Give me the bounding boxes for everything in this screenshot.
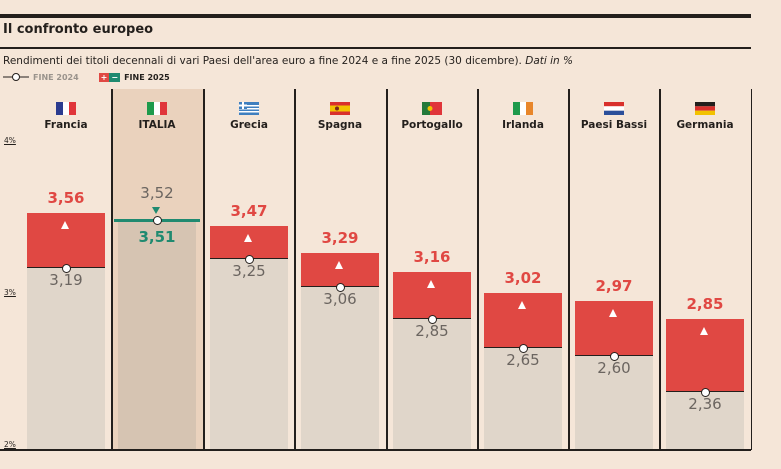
- label-2025: 3,51: [138, 228, 176, 247]
- column-separator: [294, 89, 296, 450]
- country-flag-portugal-icon: [421, 100, 442, 115]
- country-label: Grecia: [230, 119, 268, 131]
- label-2024: 2,85: [415, 321, 449, 340]
- legend: FINE 2024 + − FINE 2025: [3, 72, 170, 82]
- country-flag-spain-icon: [329, 100, 350, 115]
- label-2024: 3,25: [232, 262, 266, 281]
- country-label: Portogallo: [401, 119, 463, 131]
- country-label: Paesi Bassi: [580, 119, 648, 131]
- column-separator: [659, 89, 661, 450]
- legend-2025: FINE 2025: [124, 72, 170, 82]
- country-flag-france-icon: [55, 100, 76, 115]
- label-2024: 2,60: [597, 358, 631, 377]
- column-separator: [386, 89, 388, 450]
- subtitle-text: Rendimenti dei titoli decennali di vari …: [3, 55, 522, 67]
- chart-title: Il confronto europeo: [3, 22, 154, 37]
- label-2025: 2,85: [686, 294, 724, 313]
- y-tick-2: 2%: [4, 440, 16, 449]
- label-2025: 3,16: [413, 248, 451, 267]
- down-arrow-icon: [151, 207, 160, 215]
- up-arrow-icon: [517, 301, 526, 310]
- marker-2024: [335, 283, 345, 293]
- bar-2024: [300, 287, 379, 450]
- marker-2024: [700, 387, 710, 397]
- marker-2024: [609, 351, 619, 361]
- label-2025: 2,97: [595, 276, 633, 295]
- marker-2024: [61, 264, 71, 273]
- country-flag-italy-icon: [146, 100, 167, 115]
- up-arrow-icon: [608, 308, 617, 317]
- label-2024: 2,36: [688, 394, 722, 413]
- up-arrow-icon: [334, 261, 343, 270]
- bar-increase: [209, 226, 288, 260]
- y-tick-3: 3%: [4, 288, 16, 297]
- up-arrow-icon: [426, 280, 435, 289]
- country-label: ITALIA: [138, 119, 176, 131]
- country-flag-greece-icon: [238, 100, 259, 115]
- country-flag-ireland-icon: [512, 100, 533, 115]
- country-label: Germania: [676, 119, 734, 131]
- circle-marker-icon: [3, 73, 29, 81]
- up-arrow-icon: [243, 234, 252, 243]
- country-label: Irlanda: [502, 119, 544, 131]
- bar-2024: [26, 268, 105, 450]
- country-label: Spagna: [317, 119, 363, 131]
- marker-2024: [244, 255, 254, 265]
- column-separator: [111, 89, 113, 450]
- bar-increase: [392, 272, 471, 319]
- bar-2025: [117, 220, 196, 450]
- subtitle-unit: Dati in %: [525, 55, 574, 67]
- chart-subtitle: Rendimenti dei titoli decennali di vari …: [3, 55, 573, 67]
- label-2025: 3,29: [321, 229, 359, 248]
- up-arrow-icon: [699, 326, 708, 335]
- country-flag-germany-icon: [694, 100, 715, 115]
- country-flag-netherlands-icon: [603, 100, 624, 115]
- bar-2024: [209, 259, 288, 450]
- marker-2024: [518, 344, 528, 354]
- up-arrow-icon: [60, 220, 69, 229]
- country-label: Francia: [44, 119, 88, 131]
- label-2024: 3,19: [49, 271, 83, 289]
- bar-2024: [392, 318, 471, 450]
- column-separator: [203, 89, 205, 450]
- y-tick-4: 4%: [4, 136, 16, 145]
- top-rule: [0, 14, 751, 18]
- marker-2024: [152, 216, 162, 226]
- legend-2024: FINE 2024: [33, 72, 79, 82]
- label-2025: 3,47: [230, 202, 268, 221]
- label-2024: 2,65: [506, 351, 540, 370]
- bar-increase: [300, 253, 379, 288]
- label-2024: 3,06: [323, 290, 357, 309]
- title-rule: [0, 47, 751, 49]
- column-separator: [750, 89, 752, 450]
- label-2024: 3,52: [140, 184, 174, 203]
- x-axis-line: [0, 449, 751, 451]
- label-2025: 3,02: [504, 269, 542, 288]
- column-separator: [477, 89, 479, 450]
- bar-2024: [483, 348, 562, 450]
- marker-2024: [427, 314, 437, 324]
- label-2025: 3,56: [47, 188, 85, 207]
- plus-minus-icon: + −: [98, 72, 121, 82]
- bar-2024: [574, 355, 653, 450]
- column-separator: [568, 89, 570, 450]
- bar-2024: [665, 391, 744, 450]
